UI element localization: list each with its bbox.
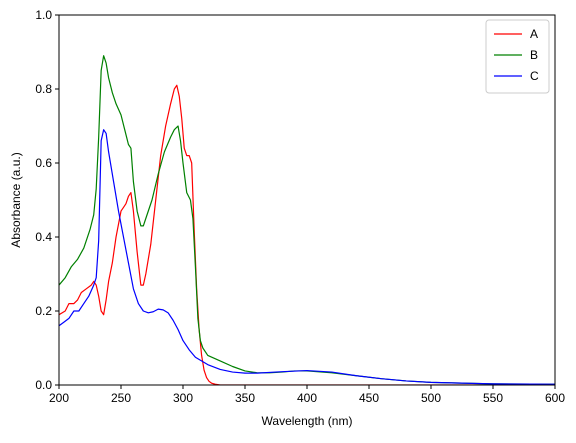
legend: ABC [485, 19, 550, 94]
y-tick-label: 1.0 [35, 8, 52, 22]
x-tick-label: 400 [297, 391, 317, 405]
plot-area [59, 15, 555, 385]
series-line-a [59, 84, 555, 385]
y-tick-label: 0.4 [35, 230, 52, 244]
x-tick-label: 350 [235, 391, 255, 405]
y-tick-label: 0.6 [35, 156, 52, 170]
series-line-c [59, 129, 555, 385]
legend-label-c: C [530, 69, 539, 83]
x-axis-label: Wavelength (nm) [262, 414, 353, 428]
y-axis-ticks: 0.0 0.2 0.4 0.6 0.8 1.0 [35, 8, 59, 392]
legend-label-b: B [530, 48, 538, 62]
x-tick-label: 250 [111, 391, 131, 405]
x-tick-label: 550 [483, 391, 503, 405]
series-layer [59, 55, 555, 385]
y-tick-label: 0.8 [35, 82, 52, 96]
x-tick-label: 300 [173, 391, 193, 405]
y-axis-label: Absorbance (a.u.) [9, 152, 23, 247]
legend-items: ABC [494, 27, 539, 83]
x-tick-label: 450 [359, 391, 379, 405]
x-tick-label: 500 [421, 391, 441, 405]
y-tick-label: 0.0 [35, 378, 52, 392]
legend-box [485, 19, 550, 94]
y-tick-label: 0.2 [35, 304, 52, 318]
x-tick-label: 600 [545, 391, 565, 405]
x-tick-label: 200 [49, 391, 69, 405]
legend-label-a: A [530, 27, 538, 41]
x-axis-ticks: 200 250 300 350 400 450 500 550 600 [49, 385, 565, 405]
